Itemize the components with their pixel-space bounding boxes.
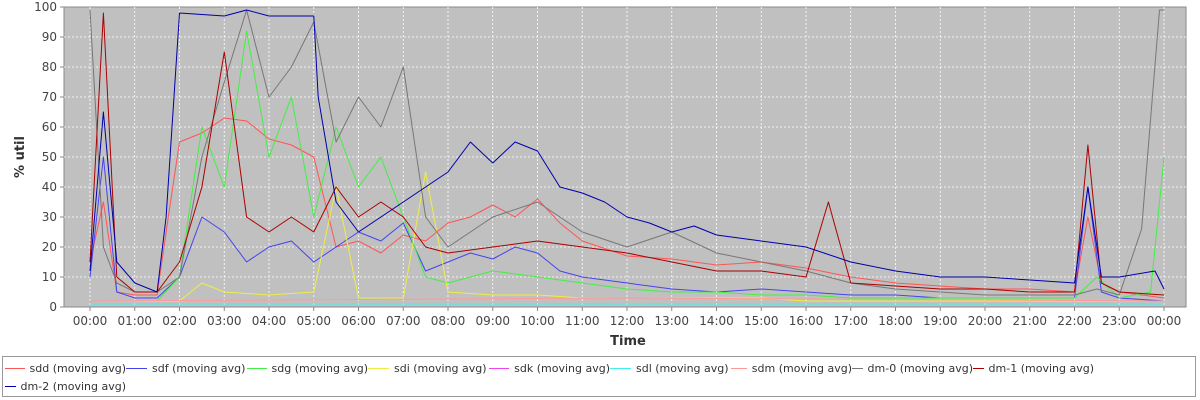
legend-label: sdl (moving avg) xyxy=(636,361,729,375)
y-tick-label: 50 xyxy=(42,150,57,164)
series-line-9 xyxy=(89,9,1165,293)
x-tick-label: 08:00 xyxy=(431,314,466,328)
x-tick-label: 07:00 xyxy=(386,314,421,328)
x-tick-label: 14:00 xyxy=(699,314,734,328)
series-line-3 xyxy=(90,171,1164,302)
legend-label: sdf (moving avg) xyxy=(152,361,246,375)
y-axis: 0 10 20 30 40 50 60 70 80 90 100 xyxy=(34,0,64,314)
grid-lines xyxy=(64,7,1186,307)
y-axis-label: % util xyxy=(13,136,28,178)
x-tick-label: 00:00 xyxy=(73,314,108,328)
y-tick-label: 0 xyxy=(49,300,57,314)
legend-label: sdk (moving avg) xyxy=(514,361,610,375)
legend-item: dm-2 (moving avg) xyxy=(5,377,126,395)
legend-item: dm-0 (moving avg) xyxy=(852,359,973,377)
legend-item: sdf (moving avg) xyxy=(126,359,247,377)
x-tick-label: 13:00 xyxy=(654,314,689,328)
legend: sdd (moving avg) sdf (moving avg) sdg (mov… xyxy=(2,356,1196,397)
legend-swatch xyxy=(852,367,863,369)
x-tick-label: 00:00 xyxy=(1147,314,1182,328)
x-axis: 00:00 01:00 02:00 03:00 04:00 05:00 06:00 07:00… xyxy=(73,307,1182,328)
legend-swatch xyxy=(247,367,267,369)
legend-label: sdg (moving avg) xyxy=(271,361,368,375)
x-tick-label: 21:00 xyxy=(1012,314,1047,328)
x-tick-label: 16:00 xyxy=(789,314,824,328)
legend-item: sdg (moving avg) xyxy=(247,359,368,377)
x-tick-label: 15:00 xyxy=(744,314,779,328)
legend-swatch xyxy=(5,385,16,387)
legend-swatch xyxy=(973,367,984,369)
x-tick-label: 12:00 xyxy=(610,314,645,328)
x-tick-label: 09:00 xyxy=(475,314,510,328)
y-tick-label: 70 xyxy=(42,90,57,104)
legend-swatch xyxy=(368,367,389,369)
x-tick-label: 23:00 xyxy=(1102,314,1137,328)
y-tick-label: 80 xyxy=(42,60,57,74)
legend-label: sdi (moving avg) xyxy=(394,361,487,375)
x-tick-label: 03:00 xyxy=(207,314,242,328)
x-tick-label: 04:00 xyxy=(252,314,287,328)
legend-item: sdl (moving avg) xyxy=(610,359,731,377)
legend-label: sdd (moving avg) xyxy=(29,361,126,375)
legend-item: sdm (moving avg) xyxy=(731,359,852,377)
legend-label: dm-1 (moving avg) xyxy=(988,361,1094,375)
chart-svg: 0 10 20 30 40 50 60 70 80 90 100 00:00 01:00 02:00 03… xyxy=(13,0,1187,349)
legend-swatch xyxy=(731,367,747,369)
series-line-6 xyxy=(89,297,1165,302)
legend-item: sdk (moving avg) xyxy=(489,359,610,377)
y-tick-label: 100 xyxy=(34,0,57,14)
legend-swatch xyxy=(126,367,147,369)
x-axis-label: Time xyxy=(610,334,646,349)
legend-swatch xyxy=(610,367,631,369)
x-tick-label: 02:00 xyxy=(162,314,197,328)
legend-item: sdd (moving avg) xyxy=(5,359,126,377)
legend-swatch xyxy=(489,367,510,369)
series-line-8 xyxy=(89,12,1165,296)
legend-label: dm-0 (moving avg) xyxy=(867,361,973,375)
x-tick-label: 17:00 xyxy=(833,314,868,328)
y-tick-label: 40 xyxy=(42,180,57,194)
legend-item: sdi (moving avg) xyxy=(368,359,489,377)
y-tick-label: 30 xyxy=(42,210,57,224)
x-tick-label: 10:00 xyxy=(520,314,555,328)
y-tick-label: 10 xyxy=(42,270,57,284)
legend-item: dm-1 (moving avg) xyxy=(973,359,1094,377)
series-line-2 xyxy=(90,30,1165,302)
y-tick-label: 20 xyxy=(42,240,57,254)
x-tick-label: 18:00 xyxy=(878,314,913,328)
y-tick-label: 60 xyxy=(42,120,57,134)
x-tick-label: 06:00 xyxy=(341,314,376,328)
series-line-7 xyxy=(89,9,1164,296)
x-tick-label: 19:00 xyxy=(923,314,958,328)
x-tick-label: 11:00 xyxy=(565,314,600,328)
legend-label: dm-2 (moving avg) xyxy=(20,379,126,393)
x-tick-label: 22:00 xyxy=(1057,314,1092,328)
legend-label: sdm (moving avg) xyxy=(751,361,852,375)
legend-swatch xyxy=(5,367,25,369)
x-tick-label: 05:00 xyxy=(296,314,331,328)
y-tick-label: 90 xyxy=(42,30,57,44)
x-tick-label: 20:00 xyxy=(968,314,1003,328)
series-layer xyxy=(89,9,1165,305)
x-tick-label: 01:00 xyxy=(117,314,152,328)
series-line-0 xyxy=(89,117,1165,299)
